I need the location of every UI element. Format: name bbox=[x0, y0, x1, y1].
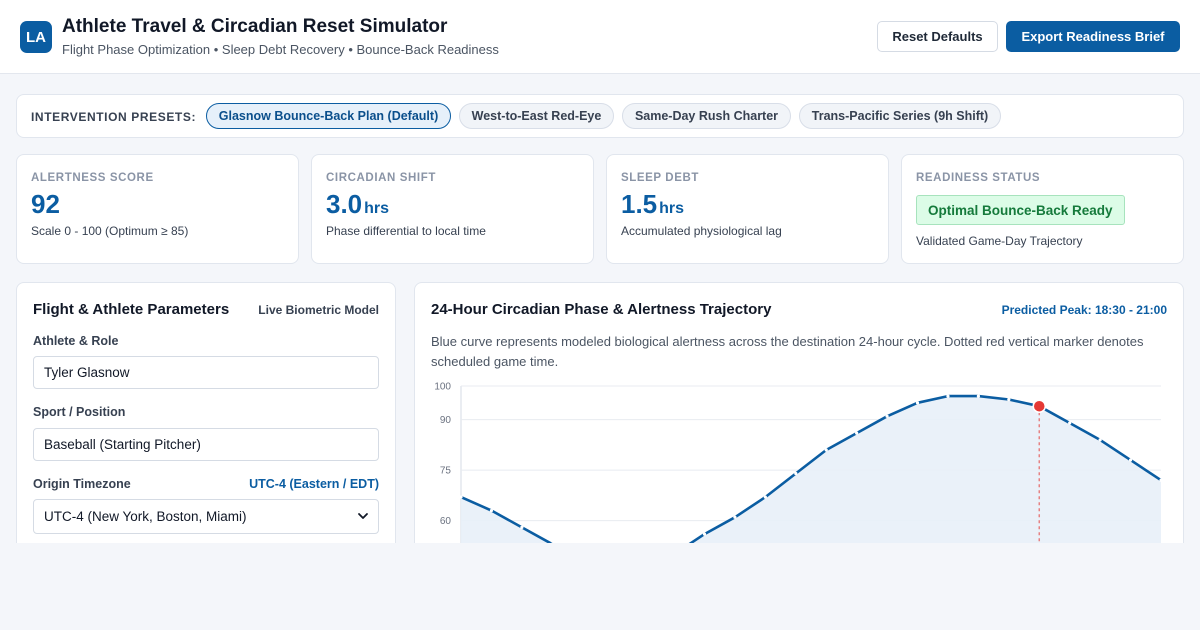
sport-position-label: Sport / Position bbox=[33, 405, 126, 419]
circadian-shift-value-wrap: 3.0 hrs bbox=[326, 189, 389, 220]
alertness-point-12 bbox=[824, 448, 828, 452]
app-header: LA Athlete Travel & Circadian Reset Simu… bbox=[0, 0, 1200, 74]
y-tick-label-90: 90 bbox=[440, 415, 452, 426]
circadian-shift-desc: Phase differential to local time bbox=[326, 224, 486, 238]
circadian-trajectory-panel: 24-Hour Circadian Phase & Alertness Traj… bbox=[414, 282, 1184, 552]
chart-description: Blue curve represents modeled biological… bbox=[431, 334, 1144, 369]
app-logo: LA bbox=[20, 21, 52, 53]
circadian-shift-label: CIRCADIAN SHIFT bbox=[326, 172, 436, 184]
game-time-marker-point bbox=[1032, 399, 1047, 413]
origin-timezone-label: Origin Timezone bbox=[33, 477, 131, 491]
alertness-score-desc: Scale 0 - 100 (Optimum ≥ 85) bbox=[31, 224, 189, 238]
app-subtitle: Flight Phase Optimization • Sleep Debt R… bbox=[62, 42, 499, 57]
flight-athlete-parameters-panel: Flight & Athlete Parameters Live Biometr… bbox=[16, 282, 396, 552]
y-tick-label-75: 75 bbox=[440, 466, 452, 477]
y-tick-label-60: 60 bbox=[440, 516, 452, 527]
viewport-bottom bbox=[0, 543, 1200, 630]
sleep-debt-desc: Accumulated physiological lag bbox=[621, 224, 782, 238]
alertness-point-1 bbox=[489, 508, 494, 513]
readiness-status-label: READINESS STATUS bbox=[916, 172, 1041, 184]
alertness-point-20 bbox=[1068, 421, 1072, 425]
predicted-peak-label: Predicted Peak: 18:30 - 21:00 bbox=[1001, 303, 1167, 317]
origin-timezone-select-value: UTC-4 (New York, Boston, Miami) bbox=[44, 509, 247, 524]
readiness-status-card: READINESS STATUS Optimal Bounce-Back Rea… bbox=[901, 154, 1184, 264]
alertness-point-0 bbox=[459, 495, 463, 499]
sleep-debt-value-wrap: 1.5 hrs bbox=[621, 189, 684, 220]
alertness-point-23 bbox=[1159, 478, 1163, 482]
readiness-status-badge: Optimal Bounce-Back Ready bbox=[916, 195, 1125, 225]
alertness-trajectory-chart: 100 90 75 60 bbox=[434, 382, 1163, 551]
sleep-debt-value: 1.5 bbox=[621, 189, 658, 219]
alertness-point-14 bbox=[885, 414, 889, 418]
sleep-debt-label: SLEEP DEBT bbox=[621, 172, 699, 184]
alertness-point-8 bbox=[702, 532, 707, 536]
sleep-debt-card: SLEEP DEBT 1.5 hrs Accumulated physiologi… bbox=[606, 154, 889, 264]
live-biometric-model-tag: Live Biometric Model bbox=[258, 303, 379, 317]
sport-position-input[interactable] bbox=[33, 428, 379, 461]
athlete-role-label: Athlete & Role bbox=[33, 334, 119, 348]
y-tick-label-100: 100 bbox=[434, 382, 451, 393]
alertness-score-value: 92 bbox=[31, 189, 60, 219]
alertness-point-18 bbox=[1007, 397, 1011, 402]
alertness-point-2 bbox=[520, 525, 524, 529]
chart-title: 24-Hour Circadian Phase & Alertness Traj… bbox=[431, 301, 772, 318]
alertness-point-17 bbox=[976, 394, 980, 398]
alertness-point-10 bbox=[763, 495, 767, 499]
sleep-debt-unit: hrs bbox=[659, 200, 685, 217]
app-title: Athlete Travel & Circadian Reset Simulat… bbox=[62, 16, 448, 37]
intervention-presets-bar: INTERVENTION PRESETS: Glasnow Bounce-Bac… bbox=[16, 94, 1184, 138]
alertness-point-21 bbox=[1098, 438, 1102, 442]
preset-same-day-rush-charter[interactable]: Same-Day Rush Charter bbox=[622, 103, 791, 129]
preset-trans-pacific-series[interactable]: Trans-Pacific Series (9h Shift) bbox=[799, 103, 1001, 129]
preset-west-to-east-red-eye[interactable]: West-to-East Red-Eye bbox=[459, 103, 614, 129]
origin-timezone-select[interactable]: UTC-4 (New York, Boston, Miami) bbox=[33, 499, 379, 534]
athlete-role-input[interactable] bbox=[33, 356, 379, 389]
presets-label: INTERVENTION PRESETS: bbox=[31, 110, 197, 124]
alertness-score-label: ALERTNESS SCORE bbox=[31, 172, 154, 184]
alertness-score-card: ALERTNESS SCORE 92 Scale 0 - 100 (Optimu… bbox=[16, 154, 299, 264]
parameters-panel-title: Flight & Athlete Parameters bbox=[33, 301, 230, 318]
export-readiness-brief-button[interactable]: Export Readiness Brief bbox=[1006, 21, 1180, 52]
alertness-point-16 bbox=[946, 394, 950, 398]
alertness-point-9 bbox=[733, 515, 737, 519]
chevron-down-icon bbox=[358, 513, 368, 519]
alertness-point-13 bbox=[855, 431, 859, 435]
reset-defaults-button[interactable]: Reset Defaults bbox=[877, 21, 998, 52]
preset-glasnow-bounce-back[interactable]: Glasnow Bounce-Back Plan (Default) bbox=[206, 103, 451, 129]
circadian-shift-unit: hrs bbox=[364, 200, 390, 217]
alertness-area-fill bbox=[461, 396, 1161, 551]
circadian-shift-card: CIRCADIAN SHIFT 3.0 hrs Phase differentia… bbox=[311, 154, 594, 264]
alertness-point-15 bbox=[915, 401, 920, 405]
readiness-status-desc: Validated Game-Day Trajectory bbox=[916, 234, 1083, 248]
alertness-point-22 bbox=[1128, 458, 1133, 462]
origin-timezone-note: UTC-4 (Eastern / EDT) bbox=[249, 477, 379, 491]
circadian-shift-value: 3.0 bbox=[326, 189, 363, 219]
alertness-point-11 bbox=[794, 471, 798, 476]
